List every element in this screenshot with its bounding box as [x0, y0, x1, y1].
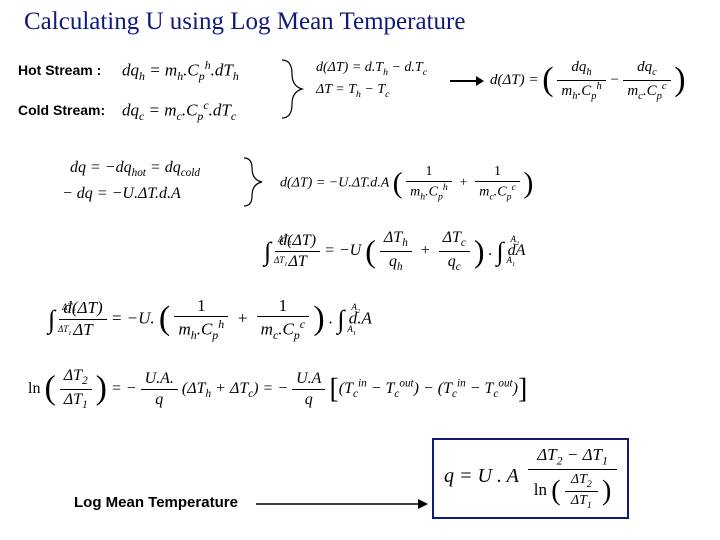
slide: Calculating U using Log Mean Temperature…: [0, 0, 720, 540]
lmt-label: Log Mean Temperature: [74, 494, 238, 511]
brace-mid: [240, 154, 266, 210]
cold-stream-label: Cold Stream:: [18, 102, 105, 118]
eq-diff-dT: d(ΔT) = d.Th − d.Tc: [316, 60, 427, 79]
eq-ln: ln ( ΔT2ΔT1 ) = − U.A.q (ΔTh + ΔTc) = − …: [28, 366, 527, 412]
eq-final-box: q = U . A ΔT2 − ΔT1 ln ( ΔT2ΔT1 ): [432, 438, 629, 519]
eq-dq-equiv: dq = −dqhot = dqcold: [70, 158, 200, 181]
arrow-right-top: [448, 72, 484, 90]
eq-d-deltaT-expanded: d(ΔT) = −U.ΔT.d.A ( 1mh.Cph + 1mc.Cpc ): [280, 164, 533, 203]
brace-top: [278, 56, 306, 122]
eq-deriv-dT: d(ΔT) = ( dqhmh.Cph − dqcmc.Cpc ): [490, 58, 686, 103]
eq-hot: dqh = mh.Cph.dTh: [122, 58, 239, 83]
eq-neg-dq: − dq = −U.ΔT.d.A: [62, 184, 181, 203]
eq-cold: dqc = mc.Cpc.dTc: [122, 98, 236, 123]
slide-title: Calculating U using Log Mean Temperature: [24, 8, 465, 36]
hot-stream-label: Hot Stream :: [18, 62, 101, 78]
arrow-lmt: [254, 498, 428, 512]
eq-DT: ΔT = Th − Tc: [316, 82, 389, 101]
eq-integral-2: ∫ΔT2ΔT1 d(ΔT)ΔT = −U. ( 1mh.Cph + 1mc.Cp…: [48, 296, 372, 343]
eq-integral-1: ∫ΔT2ΔT1 d(ΔT)ΔT = −U ( ΔThqh + ΔTcqc ) .…: [264, 228, 525, 274]
